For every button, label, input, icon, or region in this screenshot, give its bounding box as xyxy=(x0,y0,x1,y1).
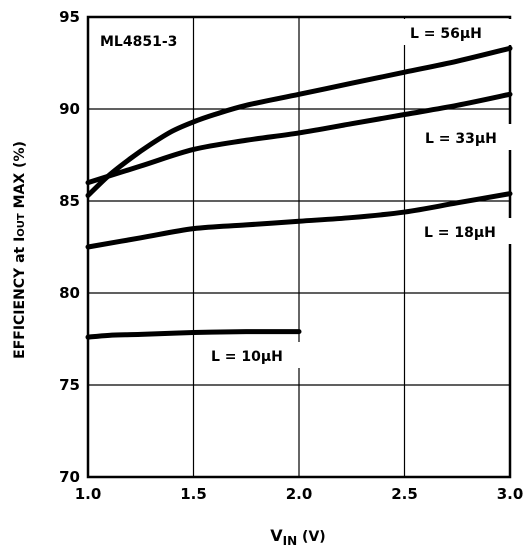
x-tick-label: 2.5 xyxy=(391,485,418,503)
model-label-bg xyxy=(94,27,186,53)
curve-33uh xyxy=(85,91,513,186)
curve-10uh xyxy=(85,329,302,340)
series-label-33-bg xyxy=(420,124,512,150)
x-tick-label: 1.5 xyxy=(180,485,207,503)
x-tick-labels: 1.0 1.5 2.0 2.5 3.0 xyxy=(75,485,524,503)
series-label-10: L = 10µH xyxy=(211,349,283,365)
plot-frame xyxy=(86,15,512,479)
series-curves xyxy=(85,45,513,340)
x-tick-label: 3.0 xyxy=(497,485,524,503)
curve-56uh xyxy=(85,45,513,198)
y-tick-label: 70 xyxy=(59,468,80,486)
y-tick-label: 90 xyxy=(59,100,80,118)
x-tick-label: 1.0 xyxy=(75,485,102,503)
series-label-56-bg xyxy=(402,19,512,45)
series-label-18-bg xyxy=(418,218,512,244)
y-tick-label: 95 xyxy=(59,8,80,26)
series-label-56: L = 56µH xyxy=(410,26,482,42)
model-label: ML4851-3 xyxy=(100,34,177,50)
y-tick-labels: 70 75 80 85 90 95 xyxy=(59,8,80,486)
series-label-10-bg xyxy=(205,342,301,368)
y-tick-label: 85 xyxy=(59,192,80,210)
y-tick-label: 80 xyxy=(59,284,80,302)
curve-18uh xyxy=(85,191,513,250)
y-tick-label: 75 xyxy=(59,376,80,394)
grid-lines xyxy=(87,16,511,478)
series-label-18: L = 18µH xyxy=(424,225,496,241)
x-axis-title: VIN (V) xyxy=(270,526,325,548)
series-label-33: L = 33µH xyxy=(425,131,497,147)
y-axis-title: EFFICIENCY at IOUT MAX (%) xyxy=(12,141,28,359)
x-tick-label: 2.0 xyxy=(286,485,313,503)
